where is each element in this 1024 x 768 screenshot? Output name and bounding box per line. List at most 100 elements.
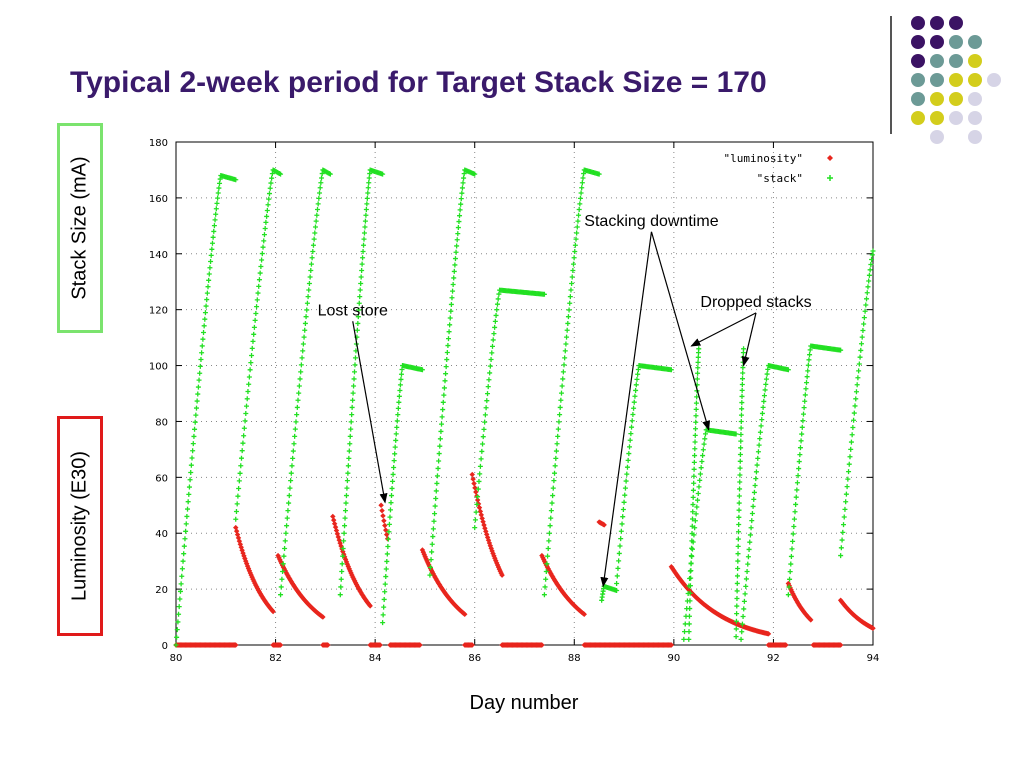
stack-point [388,500,394,506]
stack-point [788,561,794,567]
stack-point [347,441,353,447]
stack-point [570,261,576,267]
stack-point [215,190,221,196]
stack-point [738,419,744,425]
stack-point [266,191,272,197]
stack-point [363,212,369,218]
stack-point [194,398,200,404]
stack-point [696,346,702,352]
y-tick-label: 100 [149,362,168,373]
stack-point [629,418,635,424]
stack-point [735,536,741,542]
stack-point [479,448,485,454]
stack-point [298,362,304,368]
luminosity-point [783,642,789,648]
stack-point [285,508,291,514]
stack-point [185,499,191,505]
stack-point [793,494,799,500]
x-tick-label: 84 [369,653,382,664]
stack-point [702,436,708,442]
stack-point [736,529,742,535]
stack-point [552,470,558,476]
stack-point [200,336,206,342]
stack-point [267,185,273,191]
stack-point [211,223,217,229]
stack-point [790,531,796,537]
stack-point [694,376,700,382]
stack-point [390,471,396,477]
stack-point [735,543,741,549]
stack-point [858,347,864,353]
stack-point [213,206,219,212]
stack-point [550,493,556,499]
stack-point [174,627,180,633]
stack-point [579,185,585,191]
x-tick-label: 94 [867,653,880,664]
stack-point [692,432,698,438]
luminosity-point [320,614,326,620]
stack-point [558,397,564,403]
stack-point [435,465,441,471]
stack-point [358,274,364,280]
stack-point [868,262,874,268]
stack-point [745,561,751,567]
stack-point [864,296,870,302]
stack-point [472,171,478,177]
stack-point [432,511,438,517]
luminosity-point [381,518,387,524]
stack-point [263,219,269,225]
stack-point [198,357,204,363]
stack-point [796,466,802,472]
legend-label-luminosity: "luminosity" [724,152,803,165]
stack-point [838,553,844,559]
stack-point [265,202,271,208]
stack-point [867,267,873,273]
stack-point [734,588,740,594]
stack-point [384,558,390,564]
stack-point [256,277,262,283]
stack-point [245,388,251,394]
stack-point [545,553,551,559]
stack-point [488,356,494,362]
stack-point [570,268,576,274]
stack-point [562,355,568,361]
stack-point [357,287,363,293]
luminosity-point [270,608,276,615]
annotation-arrow [600,231,653,588]
stack-point [493,312,499,318]
stack-point [614,581,620,587]
annotation-arrow [650,231,711,431]
stack-point [181,543,187,549]
luminosity-point [469,642,475,648]
stack-point [861,315,867,321]
stack-point [845,476,851,482]
stack-point [745,554,751,560]
stack-point [491,331,497,337]
stack-point [739,387,745,393]
stack-point [398,371,404,377]
stack-point [251,324,257,330]
stack-point [342,515,348,521]
stack-point [209,246,215,252]
stack-point [452,262,458,268]
grid-lines [176,142,873,645]
stack-point [735,551,741,557]
stack-point [262,225,268,231]
stack-point [449,295,455,301]
x-tick-label: 86 [468,653,481,664]
stack-point [183,528,189,534]
stack-point [282,546,288,552]
luminosity-point [765,631,772,637]
stack-point [691,466,697,472]
stack-point [243,410,249,416]
stack-point [761,393,767,399]
stack-point [805,368,811,374]
stack-point [183,521,189,527]
stack-point [396,393,402,399]
y-tick-label: 80 [155,417,168,428]
stack-point [338,576,344,582]
stack-point [191,433,197,439]
stack-point [741,346,747,352]
stack-point [349,404,355,410]
stack-point [853,396,859,402]
